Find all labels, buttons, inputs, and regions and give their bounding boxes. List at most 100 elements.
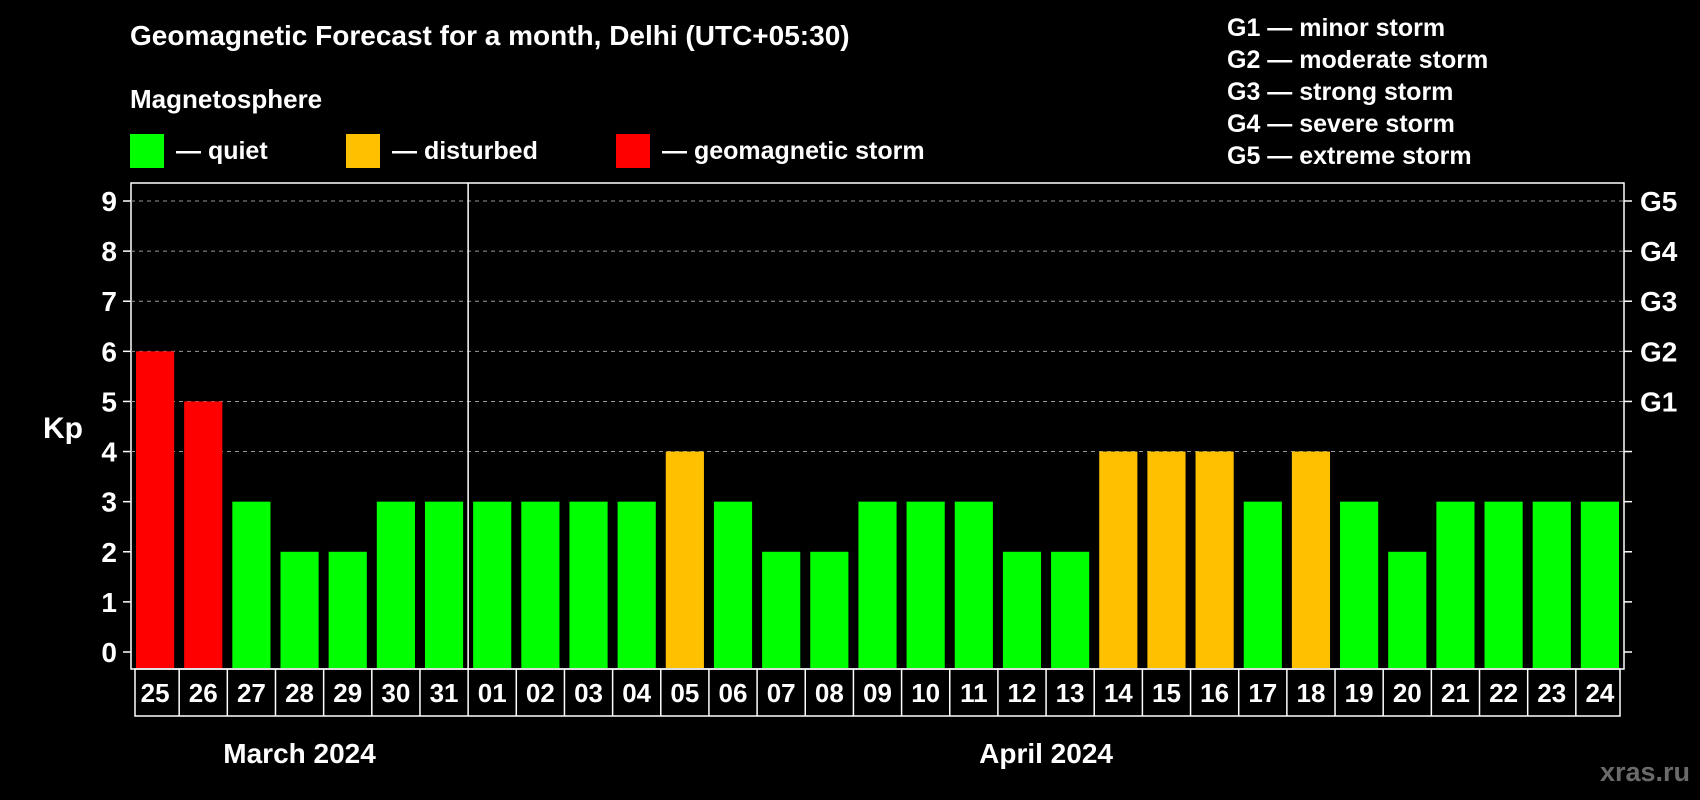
x-tick-label: 09 bbox=[863, 678, 892, 708]
bar-day-29 bbox=[328, 551, 367, 668]
storm-scale-legend: G1 — minor storm G2 — moderate storm G3 … bbox=[1227, 12, 1488, 172]
storm-scale-g5: G5 — extreme storm bbox=[1227, 142, 1472, 170]
bar-day-11 bbox=[954, 501, 993, 668]
legend-item-storm: — geomagnetic storm bbox=[616, 134, 925, 168]
bar-day-04 bbox=[617, 501, 656, 668]
bar-day-19 bbox=[1340, 501, 1379, 668]
x-tick-label: 25 bbox=[141, 678, 170, 708]
x-tick-label: 06 bbox=[719, 678, 748, 708]
bar-day-27 bbox=[232, 501, 271, 668]
bar-day-25 bbox=[136, 351, 175, 668]
chart-title: Geomagnetic Forecast for a month, Delhi … bbox=[130, 20, 850, 51]
y-tick-label: 7 bbox=[101, 286, 117, 317]
x-tick-label: 18 bbox=[1296, 678, 1325, 708]
bar-day-06 bbox=[713, 501, 753, 668]
y-tick-label: 6 bbox=[101, 336, 117, 367]
x-tick-label: 10 bbox=[911, 678, 940, 708]
month-label: April 2024 bbox=[979, 738, 1113, 769]
x-tick-label: 08 bbox=[815, 678, 844, 708]
storm-scale-g1: G1 — minor storm bbox=[1227, 14, 1446, 42]
bar-day-17 bbox=[1243, 501, 1282, 668]
bar-day-28 bbox=[280, 551, 319, 668]
bar-day-26 bbox=[184, 401, 223, 668]
bar-day-12 bbox=[1002, 551, 1042, 668]
x-tick-label: 26 bbox=[189, 678, 218, 708]
bar-day-18 bbox=[1291, 451, 1331, 668]
bar-day-30 bbox=[376, 501, 415, 668]
bar-day-22 bbox=[1484, 501, 1523, 668]
storm-level-label: G2 bbox=[1640, 336, 1677, 367]
x-tick-label: 14 bbox=[1104, 678, 1133, 708]
y-tick-label: 3 bbox=[101, 487, 117, 518]
bar-day-20 bbox=[1388, 551, 1427, 668]
x-tick-label: 29 bbox=[333, 678, 362, 708]
legend-label-quiet: — quiet bbox=[176, 136, 268, 165]
bar-day-31 bbox=[424, 501, 464, 668]
x-tick-label: 24 bbox=[1585, 678, 1614, 708]
x-tick-label: 19 bbox=[1345, 678, 1374, 708]
bar-day-01 bbox=[473, 501, 512, 668]
bar-day-16 bbox=[1195, 451, 1234, 668]
y-tick-label: 1 bbox=[101, 587, 117, 618]
x-tick-label: 05 bbox=[670, 678, 699, 708]
x-tick-label: 30 bbox=[381, 678, 410, 708]
bar-day-05 bbox=[665, 451, 704, 668]
x-tick-label: 17 bbox=[1248, 678, 1277, 708]
bar-day-13 bbox=[1051, 551, 1090, 668]
legend-label-storm: — geomagnetic storm bbox=[662, 136, 925, 165]
x-tick-label: 16 bbox=[1200, 678, 1229, 708]
x-tick-label: 20 bbox=[1393, 678, 1422, 708]
x-tick-label: 04 bbox=[622, 678, 651, 708]
y-axis-label: Kp bbox=[43, 412, 83, 445]
x-tick-label: 11 bbox=[960, 678, 988, 708]
x-tick-label: 23 bbox=[1537, 678, 1566, 708]
bar-day-07 bbox=[762, 551, 801, 668]
y-tick-label: 0 bbox=[101, 637, 117, 668]
storm-level-label: G3 bbox=[1640, 286, 1677, 317]
x-tick-label: 27 bbox=[237, 678, 266, 708]
bar-day-09 bbox=[858, 501, 897, 668]
bar-day-23 bbox=[1532, 501, 1571, 668]
storm-scale-g3: G3 — strong storm bbox=[1227, 78, 1454, 106]
legend-swatch-quiet bbox=[130, 134, 164, 168]
storm-scale-g4: G4 — severe storm bbox=[1227, 110, 1455, 138]
bar-day-15 bbox=[1147, 451, 1186, 668]
x-tick-label: 12 bbox=[1008, 678, 1037, 708]
bar-day-03 bbox=[569, 501, 608, 668]
x-tick-label: 15 bbox=[1152, 678, 1181, 708]
legend-label-disturbed: — disturbed bbox=[392, 136, 538, 165]
x-tick-label: 31 bbox=[430, 678, 459, 708]
x-tick-label: 13 bbox=[1056, 678, 1085, 708]
x-tick-label: 28 bbox=[285, 678, 314, 708]
y-tick-label: 8 bbox=[101, 236, 117, 267]
x-tick-label: 07 bbox=[767, 678, 796, 708]
x-tick-label: 02 bbox=[526, 678, 555, 708]
month-label: March 2024 bbox=[223, 738, 376, 769]
legend-swatch-storm bbox=[616, 134, 650, 168]
legend-item-disturbed: — disturbed bbox=[346, 134, 538, 168]
x-tick-label: 22 bbox=[1489, 678, 1518, 708]
x-tick-label: 01 bbox=[478, 678, 507, 708]
bar-day-10 bbox=[906, 501, 945, 668]
x-tick-label: 21 bbox=[1441, 678, 1470, 708]
y-tick-label: 5 bbox=[101, 386, 117, 417]
bar-day-24 bbox=[1580, 501, 1619, 668]
bar-day-02 bbox=[521, 501, 560, 668]
y-tick-label: 4 bbox=[101, 437, 117, 468]
legend-swatch-disturbed bbox=[346, 134, 380, 168]
bar-day-21 bbox=[1436, 501, 1475, 668]
watermark: xras.ru bbox=[1599, 757, 1690, 787]
storm-level-label: G5 bbox=[1640, 186, 1677, 217]
date-row-frame bbox=[134, 668, 1621, 717]
storm-scale-g2: G2 — moderate storm bbox=[1227, 46, 1489, 74]
y-tick-label: 2 bbox=[101, 537, 117, 568]
legend-title: Magnetosphere bbox=[130, 84, 323, 114]
storm-level-label: G4 bbox=[1640, 236, 1678, 267]
storm-level-label: G1 bbox=[1640, 386, 1677, 417]
x-tick-label: 03 bbox=[574, 678, 603, 708]
bar-day-08 bbox=[810, 551, 849, 668]
bar-day-14 bbox=[1099, 451, 1138, 668]
y-tick-label: 9 bbox=[101, 186, 117, 217]
legend-item-quiet: — quiet bbox=[130, 134, 268, 168]
